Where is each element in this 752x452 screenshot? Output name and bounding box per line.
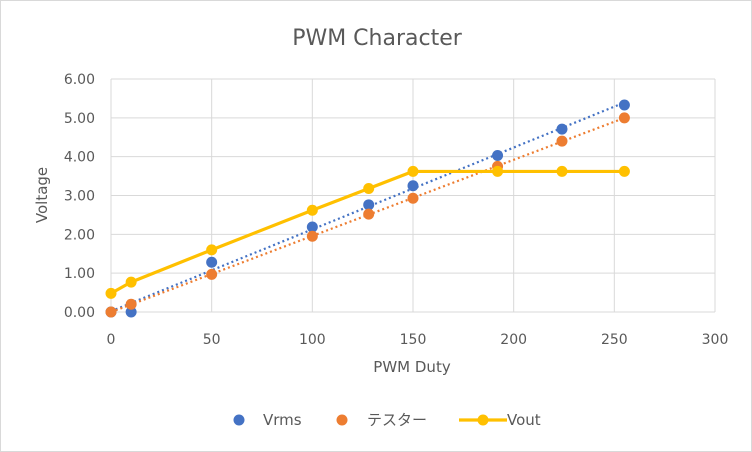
data-point-tester bbox=[125, 298, 137, 310]
x-tick-label: 0 bbox=[107, 332, 116, 348]
data-point-vrms bbox=[492, 150, 504, 162]
chart-title: PWM Character bbox=[292, 26, 463, 51]
series-layer bbox=[105, 99, 630, 318]
data-point-vout bbox=[363, 183, 375, 195]
x-axis-title: PWM Duty bbox=[373, 358, 451, 376]
data-point-tester bbox=[105, 306, 117, 318]
x-tick-label: 100 bbox=[299, 332, 326, 348]
data-point-vrms bbox=[618, 99, 630, 111]
legend: Vrms テスター Vout bbox=[233, 411, 541, 429]
data-point-vout bbox=[492, 165, 504, 177]
legend-label-vout: Vout bbox=[507, 411, 541, 429]
y-tick-label: 6.00 bbox=[64, 72, 95, 88]
y-tick-label: 3.00 bbox=[64, 189, 95, 205]
trendline-tester bbox=[110, 116, 625, 314]
data-point-vout bbox=[407, 165, 419, 177]
data-point-vrms bbox=[556, 123, 568, 135]
y-tick-label: 2.00 bbox=[64, 227, 95, 243]
y-tick-label: 0.00 bbox=[64, 305, 95, 321]
data-point-tester bbox=[556, 135, 568, 147]
tick-labels: 0.00 1.00 2.00 3.00 4.00 5.00 6.00 0 50 100 150 200… bbox=[64, 72, 729, 348]
data-point-vrms bbox=[206, 256, 218, 268]
data-point-tester bbox=[363, 208, 375, 220]
data-point-vrms bbox=[407, 180, 419, 192]
legend-marker-tester bbox=[336, 414, 348, 426]
legend-label-tester: テスター bbox=[367, 411, 427, 429]
x-tick-label: 50 bbox=[203, 332, 221, 348]
y-tick-label: 4.00 bbox=[64, 150, 95, 166]
trendline-vrms bbox=[110, 101, 625, 313]
x-tick-label: 150 bbox=[400, 332, 427, 348]
trendlines bbox=[110, 101, 625, 314]
data-point-vout bbox=[306, 204, 318, 216]
data-point-tester bbox=[206, 268, 218, 280]
data-point-vout bbox=[206, 244, 218, 256]
x-tick-label: 250 bbox=[601, 332, 628, 348]
data-point-vrms bbox=[125, 306, 137, 318]
x-tick-label: 300 bbox=[702, 332, 729, 348]
x-tick-label: 200 bbox=[500, 332, 527, 348]
data-point-vrms bbox=[363, 199, 375, 211]
data-point-tester bbox=[618, 112, 630, 124]
data-point-vrms bbox=[306, 221, 318, 233]
data-point-vout bbox=[105, 287, 117, 299]
data-point-tester bbox=[306, 230, 318, 242]
y-tick-label: 1.00 bbox=[64, 266, 95, 282]
data-point-vout bbox=[556, 165, 568, 177]
data-point-vout bbox=[125, 276, 137, 288]
gridlines bbox=[110, 78, 716, 313]
data-point-vout bbox=[618, 165, 630, 177]
y-tick-label: 5.00 bbox=[64, 111, 95, 127]
legend-marker-vout bbox=[477, 414, 489, 426]
legend-label-vrms: Vrms bbox=[263, 411, 302, 429]
data-point-tester bbox=[407, 192, 419, 204]
y-axis-title: Voltage bbox=[33, 167, 51, 223]
legend-marker-vrms bbox=[233, 414, 245, 426]
